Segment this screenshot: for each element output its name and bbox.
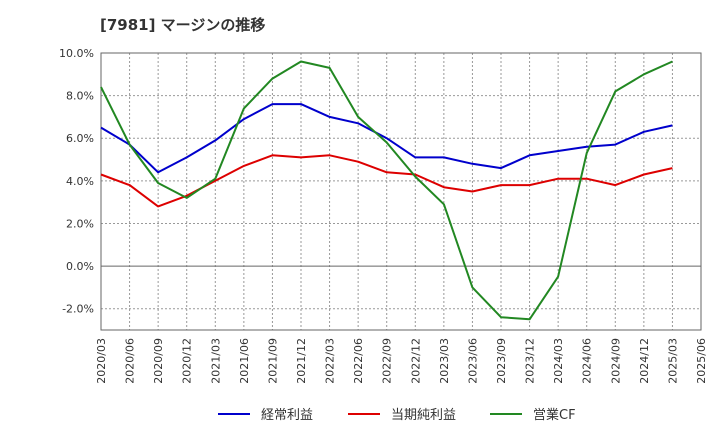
y-tick-label: 10.0% xyxy=(59,47,94,60)
series-lines xyxy=(100,60,673,321)
x-tick-label: 2021/06 xyxy=(238,338,251,384)
plot-frame xyxy=(100,52,702,331)
grid-lines xyxy=(101,53,701,330)
x-tick-label: 2021/03 xyxy=(209,338,222,384)
x-tick-label: 2022/03 xyxy=(324,338,337,384)
x-tick-label: 2022/09 xyxy=(381,338,394,384)
x-tick-label: 2023/12 xyxy=(524,338,537,384)
y-tick-label: 2.0% xyxy=(66,217,94,230)
legend-label: 営業CF xyxy=(533,407,576,423)
y-tick-label: 4.0% xyxy=(66,175,94,188)
x-tick-label: 2022/06 xyxy=(352,338,365,384)
x-tick-label: 2020/03 xyxy=(95,338,108,384)
x-tick-label: 2024/06 xyxy=(581,338,594,384)
x-tick-label: 2024/03 xyxy=(552,338,565,384)
x-tick-label: 2020/06 xyxy=(124,338,137,384)
x-tick-label: 2021/12 xyxy=(295,338,308,384)
x-tick-label: 2021/09 xyxy=(266,338,279,384)
x-axis-ticks: 2020/03 2020/06 2020/09 2020/12 2021/03 2021/… xyxy=(95,338,708,384)
legend: 経常利益 当期純利益 営業CF xyxy=(218,407,576,423)
y-tick-label: 6.0% xyxy=(66,132,94,145)
x-tick-label: 2025/03 xyxy=(666,338,679,384)
y-tick-label: 0.0% xyxy=(66,260,94,273)
chart-title: [7981] マージンの推移 xyxy=(100,16,265,34)
x-tick-label: 2023/06 xyxy=(466,338,479,384)
legend-label: 当期純利益 xyxy=(391,408,456,423)
x-tick-label: 2020/12 xyxy=(181,338,194,384)
series-line-1 xyxy=(100,103,673,174)
y-axis-ticks: 10.0% 8.0% 6.0% 4.0% 2.0% 0.0% -2.0% xyxy=(59,47,94,316)
x-tick-label: 2022/12 xyxy=(409,338,422,384)
x-tick-label: 2024/12 xyxy=(638,338,651,384)
y-tick-label: 8.0% xyxy=(66,90,94,103)
x-tick-label: 2020/09 xyxy=(152,338,165,384)
x-tick-label: 2024/09 xyxy=(609,338,622,384)
series-line-3 xyxy=(100,60,673,321)
legend-label: 経常利益 xyxy=(261,408,313,423)
y-tick-label: -2.0% xyxy=(62,303,94,316)
x-tick-label: 2023/09 xyxy=(495,338,508,384)
x-tick-label: 2023/03 xyxy=(438,338,451,384)
x-tick-label: 2025/06 xyxy=(695,338,708,384)
